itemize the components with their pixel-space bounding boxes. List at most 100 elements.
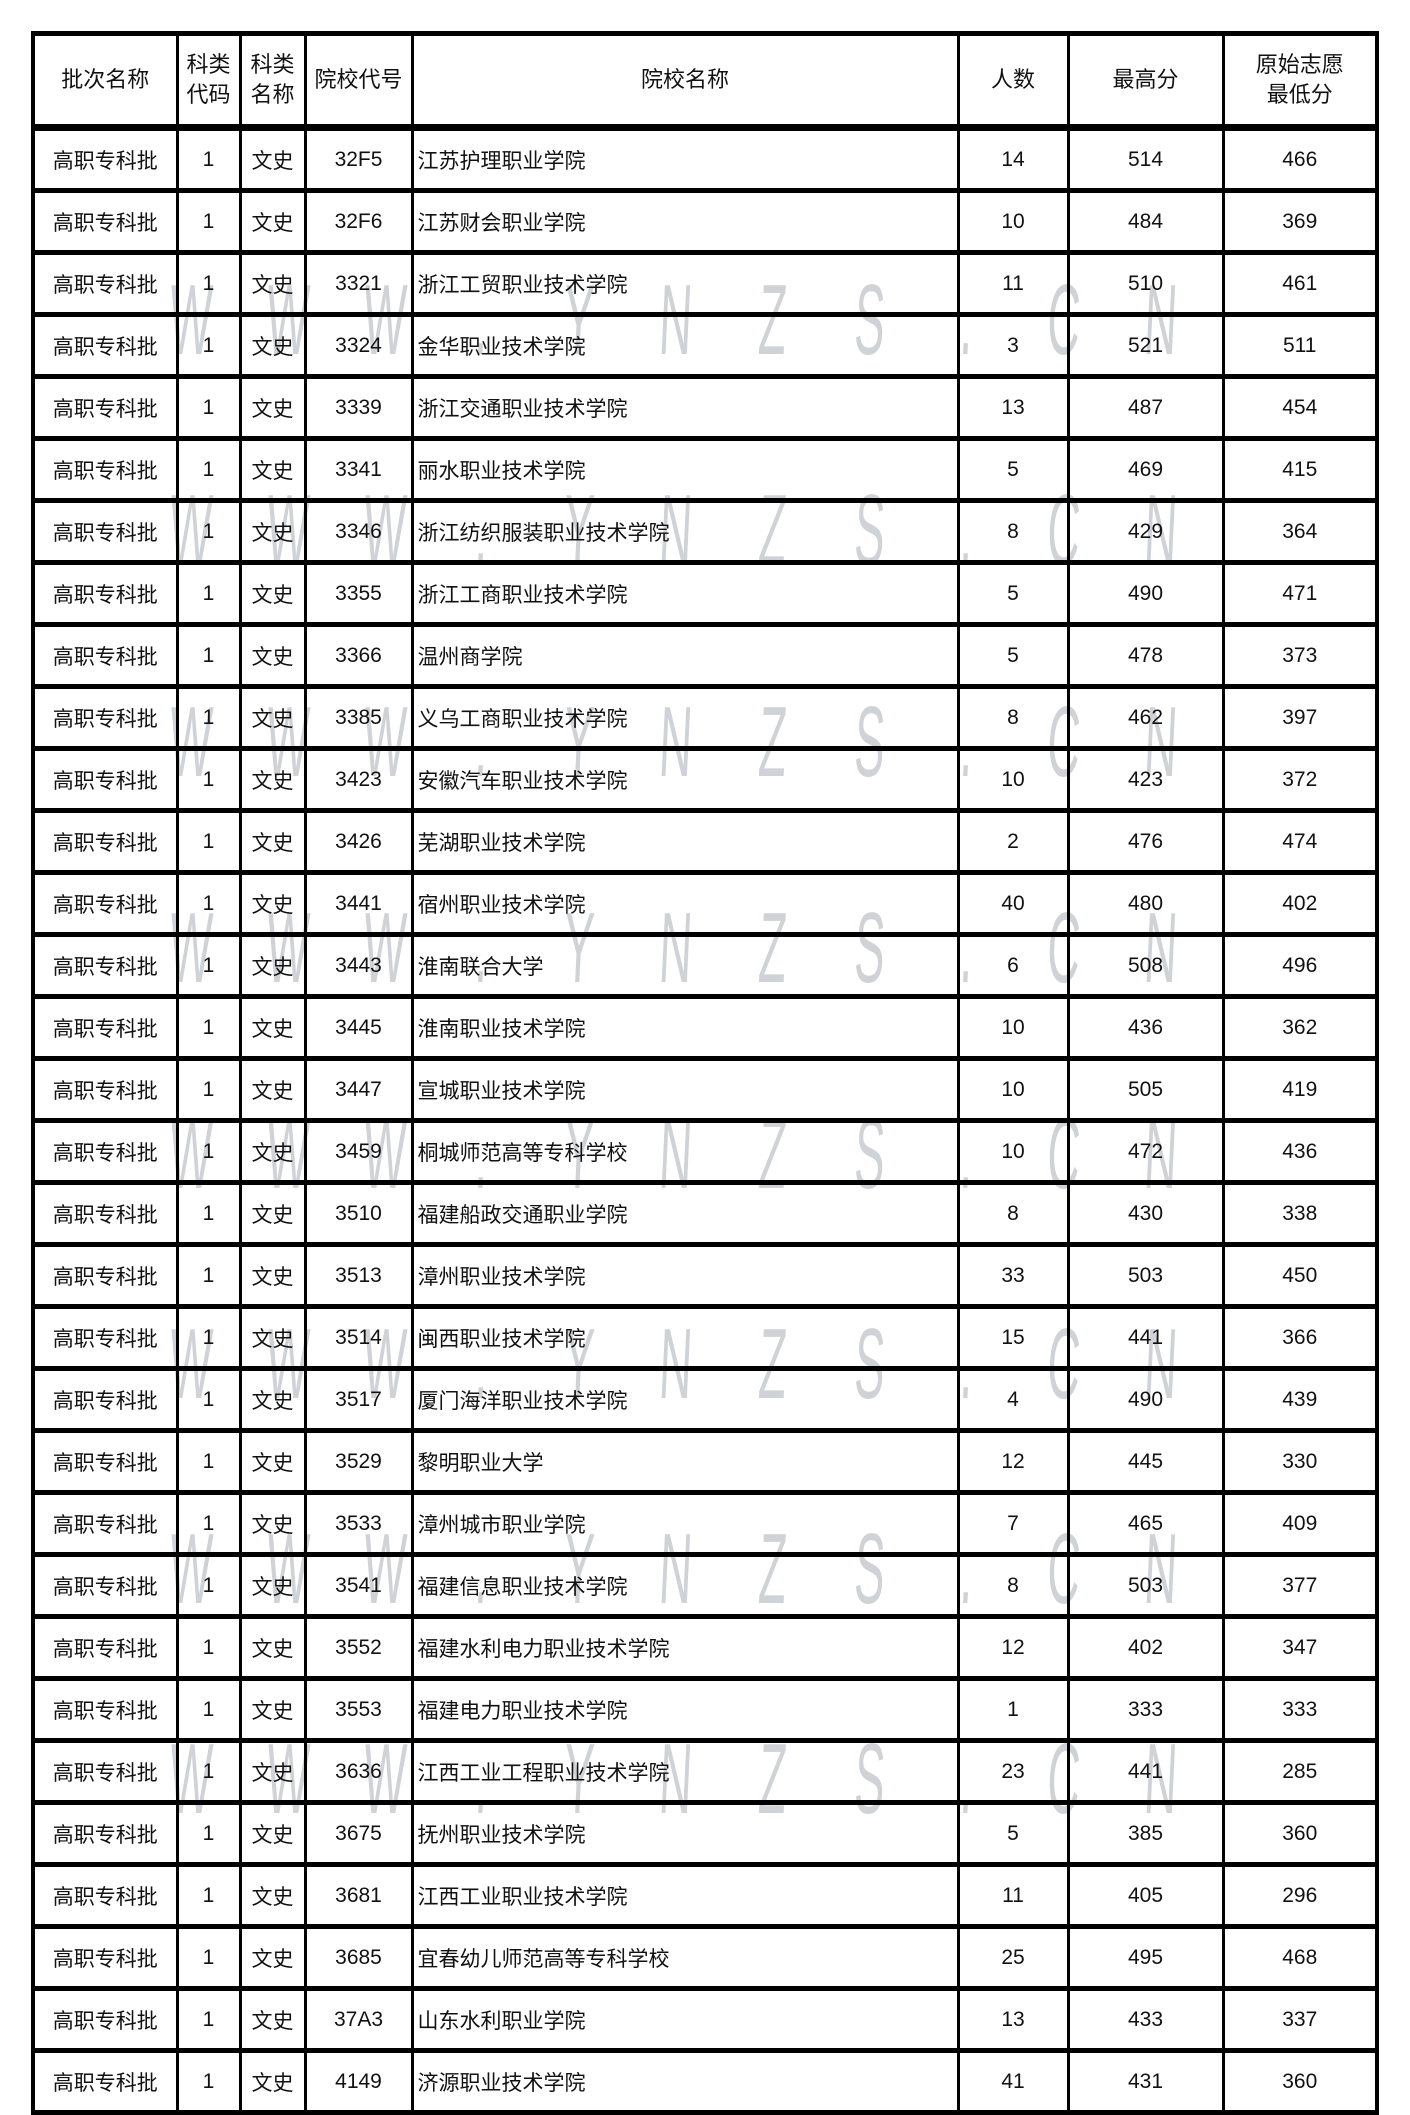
- cell-batch-name: 高职专科批: [31, 1242, 179, 1309]
- cell-max-score: 487: [1066, 374, 1225, 441]
- cell-original-min-score: 471: [1221, 560, 1379, 627]
- table-row: 高职专科批 1 文史 32F5 江苏护理职业学院 14 514 466: [31, 125, 1379, 193]
- cell-category-name: 文史: [238, 746, 307, 813]
- cell-max-score: 503: [1066, 1552, 1225, 1619]
- col-header-category-code: 科类 代码: [175, 31, 242, 131]
- cell-batch-name: 高职专科批: [31, 746, 179, 813]
- cell-batch-name: 高职专科批: [31, 932, 179, 999]
- cell-category-code: 1: [175, 436, 242, 503]
- cell-institution-code: 37A3: [303, 1986, 414, 2053]
- cell-batch-name: 高职专科批: [31, 2048, 179, 2115]
- cell-batch-name: 高职专科批: [31, 498, 179, 565]
- cell-category-name: 文史: [238, 1614, 307, 1681]
- cell-original-min-score: 360: [1221, 1800, 1379, 1867]
- cell-batch-name: 高职专科批: [31, 808, 179, 875]
- cell-category-name: 文史: [238, 312, 307, 379]
- cell-batch-name: 高职专科批: [31, 1366, 179, 1433]
- col-header-batch-name: 批次名称: [31, 31, 179, 131]
- cell-max-score: 405: [1066, 1862, 1225, 1929]
- table-row: 高职专科批 1 文史 3366 温州商学院 5 478 373: [31, 622, 1379, 689]
- cell-category-code: 1: [175, 994, 242, 1061]
- cell-max-score: 436: [1066, 994, 1225, 1061]
- cell-institution-name: 浙江工贸职业技术学院: [410, 250, 960, 317]
- table-row: 高职专科批 1 文史 3355 浙江工商职业技术学院 5 490 471: [31, 560, 1379, 627]
- cell-max-score: 441: [1066, 1304, 1225, 1371]
- cell-category-code: 1: [175, 870, 242, 937]
- table-body: 高职专科批 1 文史 32F5 江苏护理职业学院 14 514 466 高职专科…: [31, 125, 1379, 2115]
- cell-count: 13: [956, 1986, 1070, 2053]
- cell-category-name: 文史: [238, 1924, 307, 1991]
- cell-category-code: 1: [175, 746, 242, 813]
- cell-institution-code: 3423: [303, 746, 414, 813]
- cell-max-score: 476: [1066, 808, 1225, 875]
- table-row: 高职专科批 1 文史 4149 济源职业技术学院 41 431 360: [31, 2048, 1379, 2115]
- cell-category-code: 1: [175, 2048, 242, 2115]
- cell-max-score: 429: [1066, 498, 1225, 565]
- cell-category-code: 1: [175, 498, 242, 565]
- table-row: 高职专科批 1 文史 3533 漳州城市职业学院 7 465 409: [31, 1490, 1379, 1557]
- cell-category-name: 文史: [238, 1304, 307, 1371]
- cell-original-min-score: 397: [1221, 684, 1379, 751]
- cell-institution-name: 漳州职业技术学院: [410, 1242, 960, 1309]
- table-row: 高职专科批 1 文史 3324 金华职业技术学院 3 521 511: [31, 312, 1379, 379]
- cell-original-min-score: 450: [1221, 1242, 1379, 1309]
- cell-institution-name: 山东水利职业学院: [410, 1986, 960, 2053]
- cell-original-min-score: 296: [1221, 1862, 1379, 1929]
- cell-original-min-score: 409: [1221, 1490, 1379, 1557]
- cell-category-code: 1: [175, 1614, 242, 1681]
- cell-institution-name: 福建水利电力职业技术学院: [410, 1614, 960, 1681]
- cell-batch-name: 高职专科批: [31, 312, 179, 379]
- cell-category-code: 1: [175, 1056, 242, 1123]
- cell-max-score: 465: [1066, 1490, 1225, 1557]
- cell-category-code: 1: [175, 1986, 242, 2053]
- cell-category-name: 文史: [238, 808, 307, 875]
- cell-category-code: 1: [175, 1304, 242, 1371]
- cell-batch-name: 高职专科批: [31, 684, 179, 751]
- cell-category-code: 1: [175, 808, 242, 875]
- cell-max-score: 478: [1066, 622, 1225, 689]
- table-row: 高职专科批 1 文史 3513 漳州职业技术学院 33 503 450: [31, 1242, 1379, 1309]
- cell-category-code: 1: [175, 1676, 242, 1743]
- cell-batch-name: 高职专科批: [31, 1986, 179, 2053]
- cell-max-score: 431: [1066, 2048, 1225, 2115]
- cell-institution-name: 安徽汽车职业技术学院: [410, 746, 960, 813]
- cell-count: 11: [956, 1862, 1070, 1929]
- table-row: 高职专科批 1 文史 3552 福建水利电力职业技术学院 12 402 347: [31, 1614, 1379, 1681]
- cell-institution-name: 黎明职业大学: [410, 1428, 960, 1495]
- cell-category-name: 文史: [238, 436, 307, 503]
- cell-max-score: 484: [1066, 188, 1225, 255]
- cell-institution-code: 3533: [303, 1490, 414, 1557]
- table-row: 高职专科批 1 文史 3681 江西工业职业技术学院 11 405 296: [31, 1862, 1379, 1929]
- cell-category-code: 1: [175, 250, 242, 317]
- cell-count: 25: [956, 1924, 1070, 1991]
- cell-batch-name: 高职专科批: [31, 560, 179, 627]
- cell-batch-name: 高职专科批: [31, 870, 179, 937]
- cell-count: 8: [956, 684, 1070, 751]
- cell-category-name: 文史: [238, 1118, 307, 1185]
- cell-count: 8: [956, 1552, 1070, 1619]
- cell-max-score: 441: [1066, 1738, 1225, 1805]
- cell-original-min-score: 285: [1221, 1738, 1379, 1805]
- cell-max-score: 514: [1066, 125, 1225, 193]
- table-row: 高职专科批 1 文史 3529 黎明职业大学 12 445 330: [31, 1428, 1379, 1495]
- cell-category-name: 文史: [238, 1428, 307, 1495]
- cell-category-code: 1: [175, 932, 242, 999]
- cell-batch-name: 高职专科批: [31, 1428, 179, 1495]
- cell-category-code: 1: [175, 1242, 242, 1309]
- cell-original-min-score: 330: [1221, 1428, 1379, 1495]
- cell-institution-name: 淮南联合大学: [410, 932, 960, 999]
- table-row: 高职专科批 1 文史 3445 淮南职业技术学院 10 436 362: [31, 994, 1379, 1061]
- col-header-count: 人数: [956, 31, 1070, 131]
- cell-original-min-score: 364: [1221, 498, 1379, 565]
- cell-max-score: 462: [1066, 684, 1225, 751]
- cell-original-min-score: 415: [1221, 436, 1379, 503]
- cell-count: 11: [956, 250, 1070, 317]
- cell-batch-name: 高职专科批: [31, 1056, 179, 1123]
- cell-batch-name: 高职专科批: [31, 125, 179, 193]
- cell-institution-code: 3552: [303, 1614, 414, 1681]
- cell-institution-code: 3685: [303, 1924, 414, 1991]
- cell-institution-code: 3346: [303, 498, 414, 565]
- cell-count: 33: [956, 1242, 1070, 1309]
- cell-count: 15: [956, 1304, 1070, 1371]
- cell-category-name: 文史: [238, 994, 307, 1061]
